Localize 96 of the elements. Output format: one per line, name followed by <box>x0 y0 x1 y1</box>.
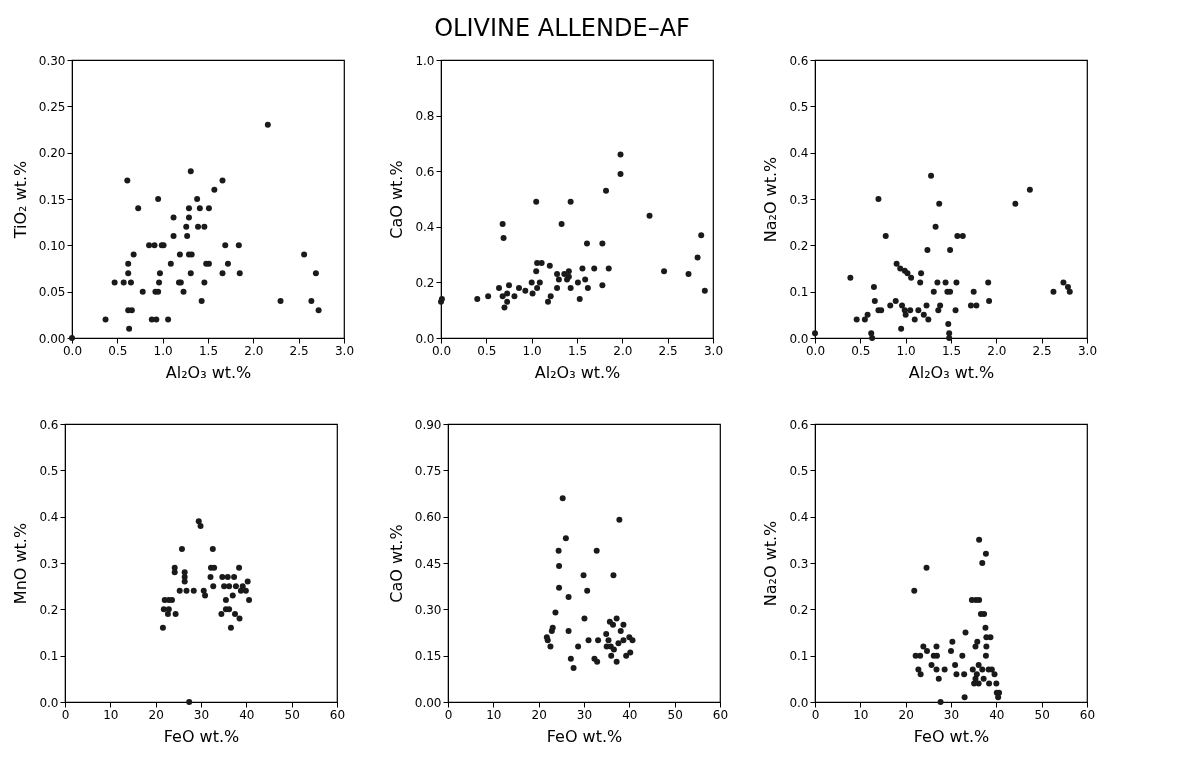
y-tick-label: 0.3 <box>789 556 809 571</box>
x-tick-label: 1.5 <box>941 343 962 358</box>
y-tick-label: 0.0 <box>789 331 809 346</box>
x-tick-label: 2.0 <box>987 343 1007 358</box>
y-tick-label: 1.0 <box>415 53 435 68</box>
x-tick-label: 40 <box>989 707 1005 722</box>
y-tick-label: 0.15 <box>38 192 66 207</box>
x-tick-label: 20 <box>531 707 547 722</box>
x-tick-label: 0.5 <box>477 343 497 358</box>
y-tick-label: 0.3 <box>789 192 809 207</box>
y-axis-title: CaO wt.% <box>386 524 406 603</box>
y-axis-title: MnO wt.% <box>11 522 31 605</box>
y-axis-title: Na₂O wt.% <box>761 156 781 243</box>
x-tick-label: 20 <box>898 707 914 722</box>
y-axis-title: Na₂O wt.% <box>761 520 781 607</box>
y-tick-label: 0.6 <box>39 417 59 432</box>
y-tick-label: 0.5 <box>789 463 809 478</box>
x-tick-label: 3.0 <box>703 343 724 358</box>
x-tick-label: 1.0 <box>896 343 916 358</box>
x-tick-label: 40 <box>622 707 638 722</box>
y-tick-label: 0.3 <box>39 556 59 571</box>
y-tick-label: 0.6 <box>415 164 435 179</box>
x-tick-label: 0.0 <box>62 343 83 358</box>
y-tick-label: 0.20 <box>38 146 66 161</box>
x-tick-label: 3.0 <box>1077 343 1098 358</box>
y-tick-label: 0.60 <box>414 510 442 525</box>
y-tick-label: 0.0 <box>39 695 59 710</box>
y-tick-label: 0.25 <box>38 99 66 114</box>
y-tick-label: 0.15 <box>414 649 442 664</box>
y-tick-label: 0.2 <box>789 238 809 253</box>
y-tick-label: 0.0 <box>415 331 435 346</box>
y-tick-label: 0.4 <box>39 510 59 525</box>
y-tick-label: 0.5 <box>789 99 809 114</box>
x-tick-label: 40 <box>239 707 255 722</box>
x-tick-label: 1.5 <box>198 343 219 358</box>
y-tick-label: 0.4 <box>415 220 435 235</box>
y-tick-label: 0.0 <box>789 695 809 710</box>
y-tick-label: 0.8 <box>415 109 435 124</box>
y-tick-label: 0.30 <box>414 602 442 617</box>
x-tick-label: 20 <box>148 707 164 722</box>
y-tick-label: 0.4 <box>789 510 809 525</box>
x-axis-title: Al₂O₃ wt.% <box>534 362 621 382</box>
x-tick-label: 1.5 <box>567 343 588 358</box>
x-tick-label: 2.5 <box>289 343 309 358</box>
x-tick-label: 10 <box>103 707 119 722</box>
y-tick-label: 0.2 <box>415 275 435 290</box>
x-tick-label: 1.0 <box>522 343 542 358</box>
chart-title: OLIVINE ALLENDE–AF <box>433 13 691 44</box>
x-axis-title: FeO wt.% <box>546 726 623 746</box>
y-tick-label: 0.45 <box>414 556 442 571</box>
x-axis-title: FeO wt.% <box>913 726 990 746</box>
x-tick-label: 50 <box>667 707 683 722</box>
y-axis-title: CaO wt.% <box>387 160 407 239</box>
y-tick-label: 0.2 <box>39 602 59 617</box>
y-axis-title: TiO₂ wt.% <box>10 160 30 240</box>
y-tick-label: 0.00 <box>38 331 66 346</box>
x-tick-label: 0 <box>811 707 820 722</box>
x-axis-title: Al₂O₃ wt.% <box>908 362 995 382</box>
x-tick-label: 30 <box>576 707 593 722</box>
y-tick-label: 0.30 <box>38 53 66 68</box>
x-tick-label: 10 <box>486 707 502 722</box>
x-tick-label: 2.0 <box>244 343 264 358</box>
x-tick-label: 2.5 <box>1032 343 1052 358</box>
y-tick-label: 0.6 <box>789 417 809 432</box>
y-tick-label: 0.90 <box>414 417 442 432</box>
y-tick-label: 0.1 <box>789 285 809 300</box>
y-tick-label: 0.6 <box>789 53 809 68</box>
x-tick-label: 2.5 <box>658 343 678 358</box>
y-tick-label: 0.10 <box>38 238 66 253</box>
x-tick-label: 60 <box>712 707 729 722</box>
x-axis-title: Al₂O₃ wt.% <box>165 362 252 382</box>
x-tick-label: 50 <box>1034 707 1050 722</box>
x-tick-label: 3.0 <box>334 343 355 358</box>
x-tick-label: 1.0 <box>153 343 173 358</box>
y-tick-label: 0.5 <box>39 463 59 478</box>
x-tick-label: 0.5 <box>851 343 871 358</box>
x-axis-title: FeO wt.% <box>163 726 240 746</box>
y-tick-label: 0.05 <box>38 285 66 300</box>
x-tick-label: 30 <box>943 707 960 722</box>
y-tick-label: 0.00 <box>414 695 442 710</box>
y-tick-label: 0.4 <box>789 146 809 161</box>
x-tick-label: 0.0 <box>431 343 452 358</box>
x-tick-label: 50 <box>284 707 300 722</box>
y-tick-label: 0.1 <box>39 649 59 664</box>
y-tick-label: 0.75 <box>414 463 442 478</box>
x-tick-label: 0 <box>444 707 453 722</box>
x-tick-label: 10 <box>853 707 869 722</box>
y-tick-label: 0.2 <box>789 602 809 617</box>
y-tick-label: 0.1 <box>789 649 809 664</box>
x-tick-label: 60 <box>1079 707 1096 722</box>
x-tick-label: 60 <box>329 707 346 722</box>
x-tick-label: 0.5 <box>108 343 128 358</box>
x-tick-label: 0 <box>61 707 70 722</box>
x-tick-label: 0.0 <box>805 343 826 358</box>
x-tick-label: 2.0 <box>613 343 633 358</box>
x-tick-label: 30 <box>193 707 210 722</box>
